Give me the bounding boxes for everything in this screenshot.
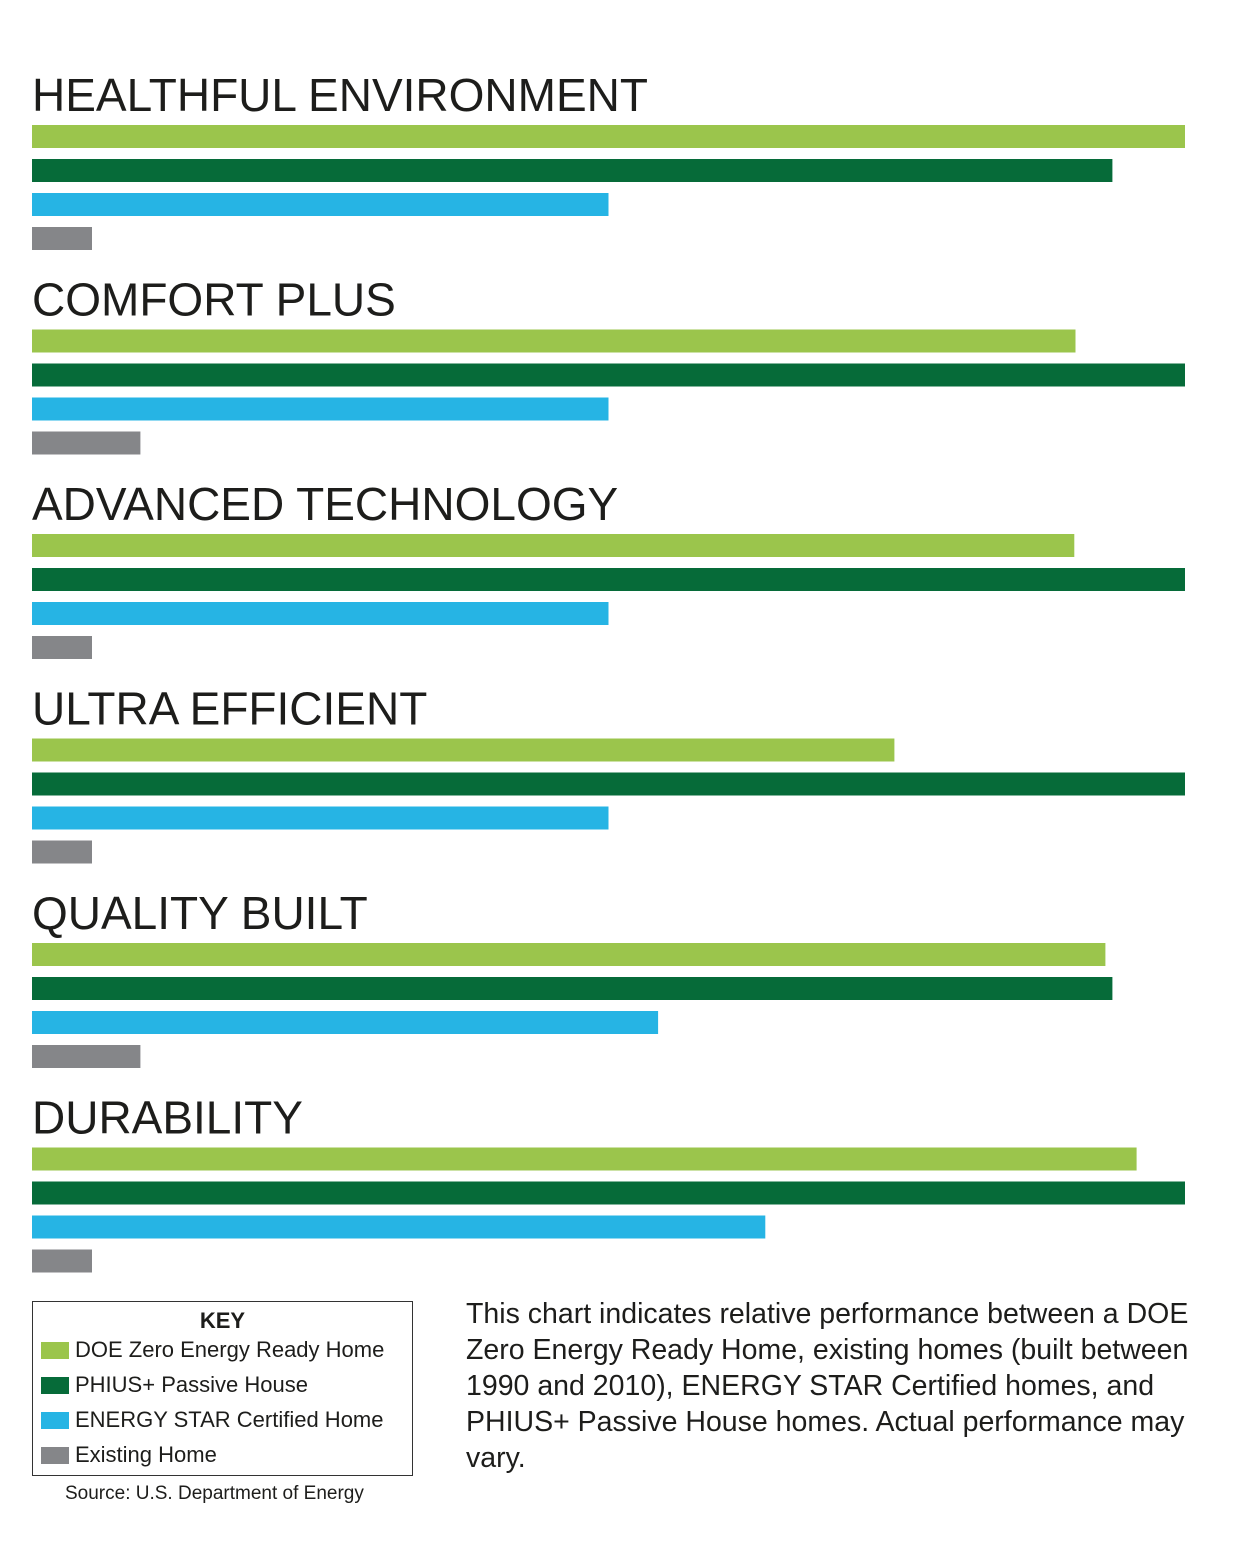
legend-swatch (41, 1446, 69, 1464)
bar-comfort-plus-energy-star-certified-home (32, 397, 609, 421)
bar-advanced-technology-doe-zero-energy-ready-home (32, 534, 1075, 557)
legend-box: KEY DOE Zero Energy Ready Home PHIUS+ Pa… (32, 1301, 413, 1476)
source-credit: Source: U.S. Department of Energy (65, 1483, 364, 1504)
bar-comfort-plus-doe-zero-energy-ready-home (32, 329, 1076, 353)
bar-healthful-environment-energy-star-certified-home (32, 193, 609, 216)
bar-durability-doe-zero-energy-ready-home (32, 1147, 1137, 1171)
legend-label: Existing Home (75, 1442, 217, 1467)
bar-comfort-plus-phius-passive-house (32, 363, 1185, 387)
bar-healthful-environment-doe-zero-energy-ready-home (32, 125, 1185, 148)
category-label-advanced-technology: ADVANCED TECHNOLOGY (32, 478, 618, 530)
bar-quality-built-energy-star-certified-home (32, 1011, 659, 1034)
bar-comfort-plus-existing-home (32, 431, 141, 455)
bar-healthful-environment-existing-home (32, 227, 92, 250)
bar-durability-energy-star-certified-home (32, 1215, 766, 1239)
legend-item-doe-zero-energy: DOE Zero Energy Ready Home (41, 1337, 384, 1363)
category-label-comfort-plus: COMFORT PLUS (32, 274, 396, 326)
category-label-quality-built: QUALITY BUILT (32, 887, 368, 939)
bar-advanced-technology-energy-star-certified-home (32, 602, 609, 625)
bar-chart: HEALTHFUL ENVIRONMENT COMFORT PLUS ADVANCE… (32, 69, 1185, 1273)
legend-label: ENERGY STAR Certified Home (75, 1407, 384, 1432)
bar-ultra-efficient-energy-star-certified-home (32, 806, 609, 830)
category-label-durability: DURABILITY (32, 1092, 303, 1144)
bar-ultra-efficient-existing-home (32, 840, 92, 864)
bar-advanced-technology-phius-passive-house (32, 568, 1185, 591)
bar-quality-built-existing-home (32, 1045, 141, 1068)
category-label-ultra-efficient: ULTRA EFFICIENT (32, 683, 427, 735)
bar-durability-phius-passive-house (32, 1181, 1185, 1205)
bar-quality-built-phius-passive-house (32, 977, 1113, 1000)
bar-ultra-efficient-doe-zero-energy-ready-home (32, 738, 895, 762)
legend-title: KEY (199, 1308, 246, 1333)
legend-item-existing-home: Existing Home (41, 1442, 217, 1468)
chart-note: This chart indicates relative performanc… (466, 1298, 1189, 1474)
legend-swatch (41, 1411, 69, 1429)
bar-ultra-efficient-phius-passive-house (32, 772, 1185, 796)
bar-quality-built-doe-zero-energy-ready-home (32, 943, 1106, 966)
bar-advanced-technology-existing-home (32, 636, 92, 659)
bar-durability-existing-home (32, 1249, 92, 1273)
category-label-healthful-environment: HEALTHFUL ENVIRONMENT (32, 69, 648, 121)
bar-healthful-environment-phius-passive-house (32, 159, 1113, 182)
legend-label: DOE Zero Energy Ready Home (75, 1337, 385, 1362)
legend-swatch (41, 1376, 69, 1394)
legend-item-phius-passive-house: PHIUS+ Passive House (41, 1372, 308, 1398)
legend-swatch (41, 1341, 69, 1359)
legend-item-energy-star: ENERGY STAR Certified Home (41, 1407, 384, 1433)
legend-label: PHIUS+ Passive House (75, 1372, 308, 1397)
